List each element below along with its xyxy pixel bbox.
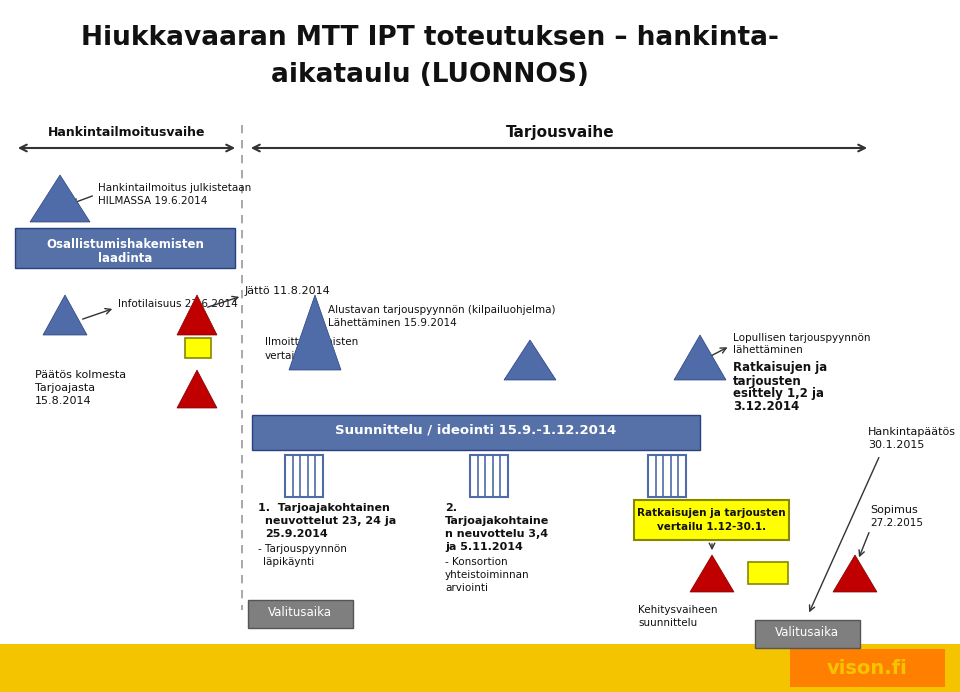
Text: - Tarjouspyynnön: - Tarjouspyynnön: [258, 544, 347, 554]
Polygon shape: [690, 555, 734, 592]
Text: Kehitysvaiheen: Kehitysvaiheen: [638, 605, 717, 615]
Text: vertailu: vertailu: [265, 351, 305, 361]
Text: Päätös kolmesta: Päätös kolmesta: [35, 370, 126, 380]
Polygon shape: [504, 340, 556, 380]
Text: lähettäminen: lähettäminen: [733, 345, 803, 355]
Text: Tarjoajasta: Tarjoajasta: [35, 383, 95, 393]
Bar: [0, 644, 960, 692]
Polygon shape: [43, 295, 87, 335]
Polygon shape: [177, 370, 217, 408]
Text: n neuvottelu 3,4: n neuvottelu 3,4: [445, 529, 548, 539]
Text: Ratkaisujen ja: Ratkaisujen ja: [733, 361, 828, 374]
Text: 27.2.2015: 27.2.2015: [870, 518, 923, 528]
Text: Hiukkavaaran MTT IPT toteutuksen – hankinta-: Hiukkavaaran MTT IPT toteutuksen – hanki…: [81, 25, 779, 51]
Text: arviointi: arviointi: [445, 583, 488, 593]
FancyBboxPatch shape: [252, 415, 700, 450]
Text: vertailu 1.12-30.1.: vertailu 1.12-30.1.: [657, 522, 766, 532]
Text: läpikäynti: läpikäynti: [263, 557, 314, 567]
Text: Valitusaika: Valitusaika: [268, 606, 332, 619]
Text: 30.1.2015: 30.1.2015: [868, 440, 924, 450]
Text: Lähettäminen 15.9.2014: Lähettäminen 15.9.2014: [328, 318, 457, 328]
Text: 15.8.2014: 15.8.2014: [35, 396, 91, 406]
Bar: [185, 338, 211, 358]
Text: laadinta: laadinta: [98, 251, 153, 264]
Polygon shape: [177, 295, 217, 335]
Text: Suunnittelu / ideointi 15.9.-1.12.2014: Suunnittelu / ideointi 15.9.-1.12.2014: [335, 424, 616, 437]
Text: HILMASSA 19.6.2014: HILMASSA 19.6.2014: [98, 196, 207, 206]
Text: Hankintailmoitusvaihe: Hankintailmoitusvaihe: [48, 127, 205, 140]
Text: Valitusaika: Valitusaika: [775, 626, 839, 639]
Bar: [470, 455, 508, 497]
Bar: [248, 600, 353, 628]
Text: vison.fi: vison.fi: [827, 659, 907, 677]
Text: 2.: 2.: [445, 503, 457, 513]
FancyBboxPatch shape: [15, 228, 235, 268]
Polygon shape: [30, 175, 90, 222]
Text: Ilmoittautumisten: Ilmoittautumisten: [265, 337, 358, 347]
Text: Infotilaisuus 27.6.2014: Infotilaisuus 27.6.2014: [118, 299, 238, 309]
Text: tarjousten: tarjousten: [733, 374, 802, 388]
Text: suunnittelu: suunnittelu: [638, 618, 697, 628]
Polygon shape: [833, 555, 877, 592]
Bar: [755, 620, 860, 648]
Text: 1.  Tarjoajakohtainen: 1. Tarjoajakohtainen: [258, 503, 390, 513]
Bar: [790, 649, 945, 687]
Text: Alustavan tarjouspyynnön (kilpailuohjelma): Alustavan tarjouspyynnön (kilpailuohjelm…: [328, 305, 556, 315]
Bar: [648, 455, 686, 497]
Polygon shape: [289, 295, 341, 370]
Text: Lopullisen tarjouspyynnön: Lopullisen tarjouspyynnön: [733, 333, 871, 343]
Text: Hankintapäätös: Hankintapäätös: [868, 427, 956, 437]
Bar: [285, 455, 323, 497]
Text: Tarjoajakohtaine: Tarjoajakohtaine: [445, 516, 549, 526]
Text: Tarjousvaihe: Tarjousvaihe: [506, 125, 614, 140]
Text: Hankintailmoitus julkistetaan: Hankintailmoitus julkistetaan: [98, 183, 252, 193]
Text: - Konsortion: - Konsortion: [445, 557, 508, 567]
Text: Ratkaisujen ja tarjousten: Ratkaisujen ja tarjousten: [637, 508, 786, 518]
Text: esittely 1,2 ja: esittely 1,2 ja: [733, 388, 824, 401]
Text: 25.9.2014: 25.9.2014: [265, 529, 327, 539]
Text: Sopimus: Sopimus: [870, 505, 918, 515]
Text: neuvottelut 23, 24 ja: neuvottelut 23, 24 ja: [265, 516, 396, 526]
FancyBboxPatch shape: [634, 500, 789, 540]
Bar: [748, 562, 788, 584]
Text: ja 5.11.2014: ja 5.11.2014: [445, 542, 523, 552]
Text: 3.12.2014: 3.12.2014: [733, 401, 800, 414]
Text: aikataulu (LUONNOS): aikataulu (LUONNOS): [271, 62, 588, 88]
Text: yhteistoiminnan: yhteistoiminnan: [445, 570, 530, 580]
Polygon shape: [674, 335, 726, 380]
Text: Jättö 11.8.2014: Jättö 11.8.2014: [245, 286, 331, 296]
Text: Osallistumishakemisten: Osallistumishakemisten: [46, 237, 204, 251]
